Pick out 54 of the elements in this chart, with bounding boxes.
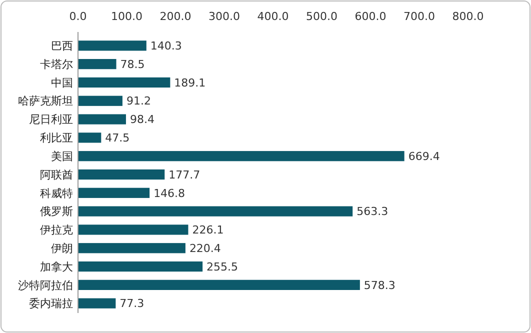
bar [78,169,165,180]
x-tick-label: 100.0 [111,10,142,23]
y-tick-label: 尼日利亚 [29,113,73,126]
y-tick-label: 中国 [51,76,73,90]
y-tick-label: 科威特 [40,186,73,200]
data-label: 189.1 [174,76,206,90]
bar [78,298,116,308]
x-tick-label: 400.0 [257,10,289,23]
bar [78,188,150,198]
y-tick-label: 巴西 [51,40,73,53]
data-label: 220.4 [189,242,221,255]
y-tick-label: 哈萨克斯坦 [18,94,73,108]
y-tick-label: 利比亚 [40,132,73,145]
x-tick-label: 500.0 [306,10,338,23]
data-label: 146.8 [154,186,186,200]
y-tick-label: 伊拉克 [40,224,73,237]
x-tick-label: 200.0 [160,10,192,23]
data-label: 563.3 [356,205,388,218]
data-label: 255.5 [206,260,238,274]
data-label: 177.7 [168,168,200,182]
bar [78,151,404,162]
x-tick-label: 300.0 [208,10,240,23]
data-label: 578.3 [364,278,396,292]
y-tick-label: 阿联酋 [40,168,73,182]
y-tick-label: 伊朗 [51,242,73,255]
data-label: 98.4 [130,113,154,126]
bar [78,96,122,106]
data-label: 78.5 [120,58,145,71]
y-tick-label: 美国 [51,150,73,163]
y-tick-label: 加拿大 [40,260,73,274]
data-label: 47.5 [105,132,130,145]
bar [78,59,116,70]
y-tick-label: 沙特阿拉伯 [18,278,73,292]
bar [78,280,360,290]
y-tick-label: 俄罗斯 [40,205,73,218]
x-tick-label: 700.0 [404,10,435,23]
y-tick-label: 委内瑞拉 [29,297,73,310]
bar [78,224,188,235]
data-label: 140.3 [150,40,182,53]
data-label: 669.4 [408,150,440,163]
bar [78,206,353,216]
data-label: 77.3 [120,297,144,310]
bar [78,40,146,51]
bar [78,77,170,88]
bar [78,243,186,254]
x-tick-label: 0.0 [69,10,87,23]
bar [78,261,203,272]
data-label: 226.1 [192,224,224,237]
data-label: 91.2 [126,94,151,108]
bar [78,114,126,124]
x-tick-label: 600.0 [354,10,386,23]
x-tick-label: 800.0 [452,10,484,23]
y-tick-label: 卡塔尔 [40,58,73,71]
bar [78,132,102,143]
